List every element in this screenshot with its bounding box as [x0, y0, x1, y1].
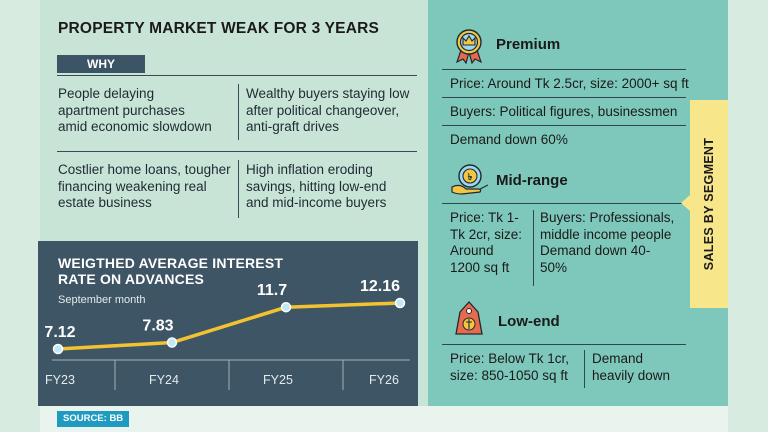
premium-rule-3: [442, 125, 686, 126]
chart-title-line: RATE ON ADVANCES: [58, 271, 205, 287]
data-point: [394, 297, 406, 309]
x-tick-label: FY24: [149, 373, 179, 387]
page-title: PROPERTY MARKET WEAK FOR 3 YEARS: [58, 20, 380, 37]
data-point: [52, 343, 64, 355]
footer-band: [40, 406, 728, 432]
series-line: [57, 301, 401, 351]
midrange-price-line: Around: [450, 243, 494, 258]
midrange-rule: [442, 203, 686, 204]
midrange-buyers-line: Buyers: Professionals,: [540, 210, 675, 225]
x-tick-label: FY23: [45, 373, 75, 387]
reason-economic-slowdown: People delaying apartment purchases amid…: [58, 86, 212, 136]
reason-line: People delaying: [58, 86, 155, 101]
premium-rule-1: [442, 69, 686, 70]
midrange-buyers-line: 50%: [540, 259, 568, 275]
data-point: [166, 337, 178, 348]
reason-wealthy-buyers: Wealthy buyers staying low after politic…: [246, 86, 409, 136]
side-tab-pointer: [681, 195, 690, 211]
reason-home-loans: Costlier home loans, tougher financing w…: [58, 162, 231, 212]
side-tab-label: SALES BY SEGMENT: [702, 137, 716, 271]
lowend-price-line: size: 850-1050 sq ft: [450, 367, 568, 383]
lowend-divider: [584, 350, 585, 388]
x-tick-label: FY26: [369, 373, 399, 387]
why-rule-top: [57, 75, 417, 76]
data-point: [280, 301, 292, 313]
reason-line: and mid-income buyers: [246, 195, 387, 210]
reason-line: High inflation eroding: [246, 162, 373, 177]
lowend-price-line: Price: Below Tk 1cr,: [450, 351, 570, 366]
why-divider-upper: [238, 84, 239, 140]
reason-line: Wealthy buyers staying low: [246, 86, 410, 101]
source-badge: SOURCE: BB: [57, 411, 130, 427]
why-label: WHY: [57, 55, 145, 73]
reason-inflation: High inflation eroding savings, hitting …: [246, 162, 386, 212]
why-divider-lower: [238, 160, 239, 218]
midrange-heading: Mid-range: [496, 172, 568, 189]
premium-demand: Demand down 60%: [450, 132, 568, 147]
reason-line: apartment purchases: [58, 102, 185, 118]
midrange-buyers-line: Demand down 40-: [540, 243, 651, 258]
data-label: 11.7: [257, 282, 287, 299]
interest-rate-chart: WEIGTHED AVERAGE INTEREST RATE ON ADVANC…: [38, 241, 418, 406]
data-label: 12.16: [360, 278, 400, 295]
reason-line: Costlier home loans, tougher: [58, 162, 231, 177]
midrange-price: Price: Tk 1- Tk 2cr, size: Around 1200 s…: [450, 210, 522, 276]
lowend-rule: [442, 344, 686, 345]
midrange-price-line: Tk 2cr, size:: [450, 226, 523, 242]
data-label: 7.83: [142, 318, 173, 335]
midrange-buyers: Buyers: Professionals, middle income peo…: [540, 210, 674, 276]
midrange-price-line: Price: Tk 1-: [450, 210, 519, 225]
side-tab: [690, 100, 728, 308]
coin-hand-icon: ৳: [450, 163, 490, 202]
line-chart: 7.12 FY23 7.83 FY24 11.7 FY25 12.16 FY26: [44, 278, 410, 390]
svg-text:৳: ৳: [468, 173, 473, 183]
data-label: 7.12: [44, 324, 75, 341]
reason-line: after political changeover,: [246, 102, 400, 118]
reason-line: financing weakening real: [58, 178, 207, 194]
premium-price: Price: Around Tk 2.5cr, size: 2000+ sq f…: [450, 76, 689, 91]
midrange-price-line: 1200 sq ft: [450, 259, 510, 275]
lowend-demand: Demand heavily down: [592, 351, 670, 384]
right-margin: [728, 0, 768, 432]
premium-heading: Premium: [496, 36, 561, 53]
reason-line: amid economic slowdown: [58, 119, 212, 134]
midrange-divider: [533, 210, 534, 286]
reason-line: anti-graft drives: [246, 119, 340, 134]
lowend-demand-line: Demand: [592, 351, 644, 366]
price-tag-icon: [452, 300, 486, 343]
midrange-buyers-line: middle income people: [540, 226, 672, 242]
left-margin: [0, 0, 40, 432]
premium-rule-2: [442, 97, 686, 98]
why-rule-middle: [57, 151, 417, 152]
lowend-heading: Low-end: [498, 313, 560, 330]
reason-line: estate business: [58, 195, 152, 210]
crown-badge-icon: [452, 28, 486, 69]
x-tick-label: FY25: [263, 373, 293, 387]
premium-buyers: Buyers: Political figures, businessmen: [450, 104, 678, 119]
lowend-demand-line: heavily down: [592, 367, 671, 383]
chart-title: WEIGTHED AVERAGE INTEREST RATE ON ADVANC…: [58, 255, 283, 287]
lowend-price: Price: Below Tk 1cr, size: 850-1050 sq f…: [450, 351, 569, 384]
reason-line: savings, hitting low-end: [246, 178, 387, 194]
chart-title-line: WEIGTHED AVERAGE INTEREST: [58, 255, 284, 271]
chart-subtitle: September month: [58, 294, 146, 306]
